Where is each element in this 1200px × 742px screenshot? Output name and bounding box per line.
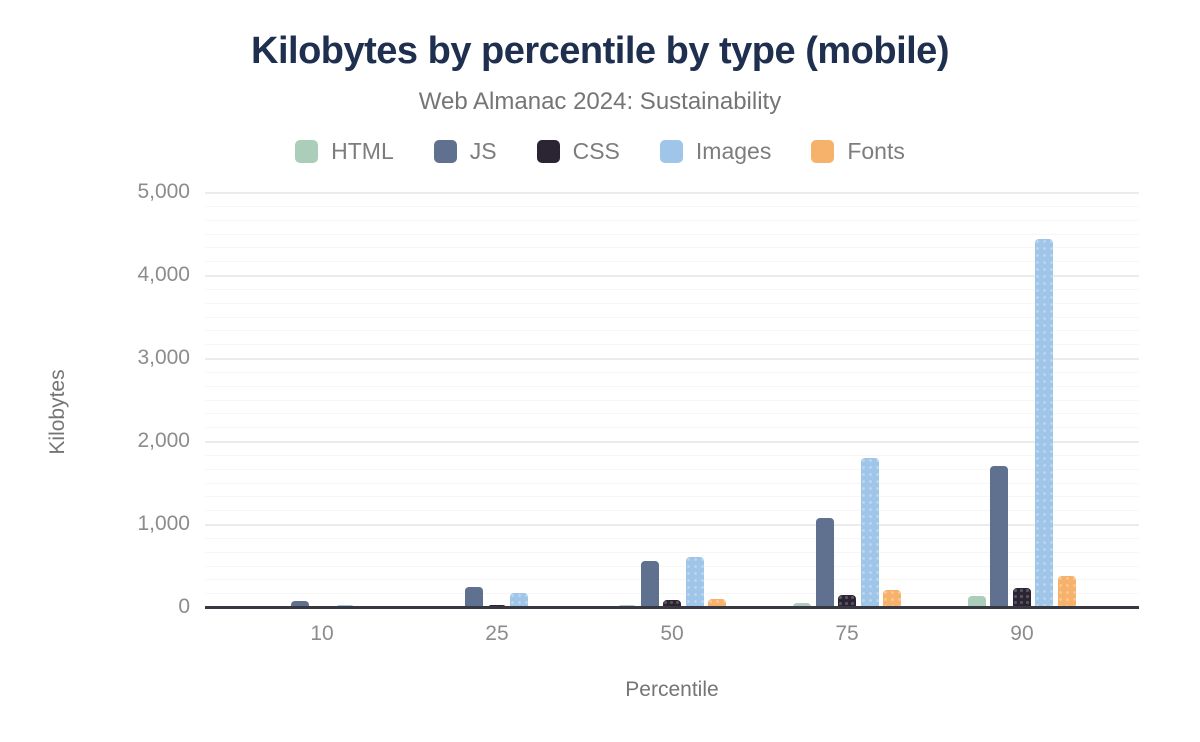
minor-gridline [205, 551, 1139, 553]
bar-group-p10 [268, 193, 377, 608]
minor-gridline [205, 496, 1139, 498]
legend-item-js: JS [433, 138, 497, 165]
legend-label: CSS [572, 138, 620, 164]
legend-label: Fonts [847, 138, 905, 164]
x-axis-line [205, 606, 1139, 609]
bar-css-p75 [838, 595, 857, 608]
minor-gridline [205, 385, 1139, 387]
legend-label: JS [469, 138, 497, 164]
minor-gridline [205, 219, 1139, 221]
minor-gridline [205, 482, 1139, 484]
x-tick-label: 75 [835, 622, 859, 645]
bar-images-p50 [685, 557, 704, 608]
y-tick-label: 4,000 [137, 263, 190, 286]
plot-area [205, 192, 1139, 609]
minor-gridline [205, 413, 1139, 415]
x-axis-title: Percentile [625, 678, 719, 701]
minor-gridline [205, 427, 1139, 429]
minor-gridline [205, 247, 1139, 249]
bar-group-p75 [793, 193, 902, 608]
chart-title: Kilobytes by percentile by type (mobile) [251, 30, 949, 72]
bar-js-p25 [465, 587, 484, 608]
legend-item-images: Images [659, 138, 772, 165]
minor-gridline [205, 510, 1139, 512]
bar-images-p25 [510, 593, 529, 608]
legend-swatch-html [295, 140, 319, 163]
bar-fonts-p75 [883, 589, 902, 608]
minor-gridline [205, 593, 1139, 595]
x-tick-label: 90 [1010, 622, 1034, 645]
major-gridline [205, 358, 1139, 360]
minor-gridline [205, 261, 1139, 263]
minor-gridline [205, 468, 1139, 470]
x-tick-label: 10 [310, 622, 334, 645]
bar-js-p90 [990, 465, 1009, 608]
bar-html-p90 [967, 595, 986, 608]
legend-swatch-js [433, 140, 457, 163]
minor-gridline [205, 565, 1139, 567]
y-tick-label: 5,000 [137, 180, 190, 203]
minor-gridline [205, 288, 1139, 290]
bar-images-p90 [1035, 239, 1054, 608]
legend-item-html: HTML [295, 138, 394, 165]
major-gridline [205, 275, 1139, 277]
y-tick-label: 1,000 [137, 512, 190, 535]
bar-fonts-p90 [1057, 575, 1076, 608]
bar-css-p50 [663, 600, 681, 608]
legend-label: Images [695, 138, 772, 164]
minor-gridline [205, 399, 1139, 401]
legend-label: HTML [331, 138, 394, 164]
bar-css-p90 [1012, 587, 1031, 608]
legend-swatch-fonts [811, 140, 835, 163]
minor-gridline [205, 454, 1139, 456]
minor-gridline [205, 579, 1139, 581]
bar-group-p90 [967, 193, 1076, 608]
legend-swatch-css [536, 140, 560, 163]
major-gridline [205, 441, 1139, 443]
minor-gridline [205, 344, 1139, 346]
legend-item-css: CSS [536, 138, 620, 165]
bar-fonts-p50 [708, 599, 726, 608]
bar-group-p25 [442, 193, 551, 608]
chart-subtitle: Web Almanac 2024: Sustainability [418, 88, 782, 115]
major-gridline [205, 524, 1139, 526]
bar-js-p75 [815, 517, 834, 608]
y-tick-label: 2,000 [137, 429, 190, 452]
legend-swatch-images [659, 140, 683, 163]
x-tick-label: 25 [485, 622, 509, 645]
chart-legend: HTML JS CSS Images Fonts [0, 138, 1200, 165]
minor-gridline [205, 233, 1139, 235]
bar-images-p75 [860, 457, 879, 608]
legend-item-fonts: Fonts [811, 138, 905, 165]
minor-gridline [205, 205, 1139, 207]
y-axis-title: Kilobytes [46, 369, 69, 455]
bar-group-p50 [618, 193, 726, 608]
y-tick-label: 0 [178, 595, 190, 618]
y-tick-label: 3,000 [137, 346, 190, 369]
bar-js-p10 [290, 600, 309, 608]
minor-gridline [205, 330, 1139, 332]
minor-gridline [205, 302, 1139, 304]
bar-js-p50 [640, 561, 659, 608]
bar-html-p75 [793, 603, 812, 608]
minor-gridline [205, 316, 1139, 318]
x-tick-label: 50 [660, 622, 684, 645]
minor-gridline [205, 371, 1139, 373]
minor-gridline [205, 537, 1139, 539]
major-gridline [205, 192, 1139, 194]
